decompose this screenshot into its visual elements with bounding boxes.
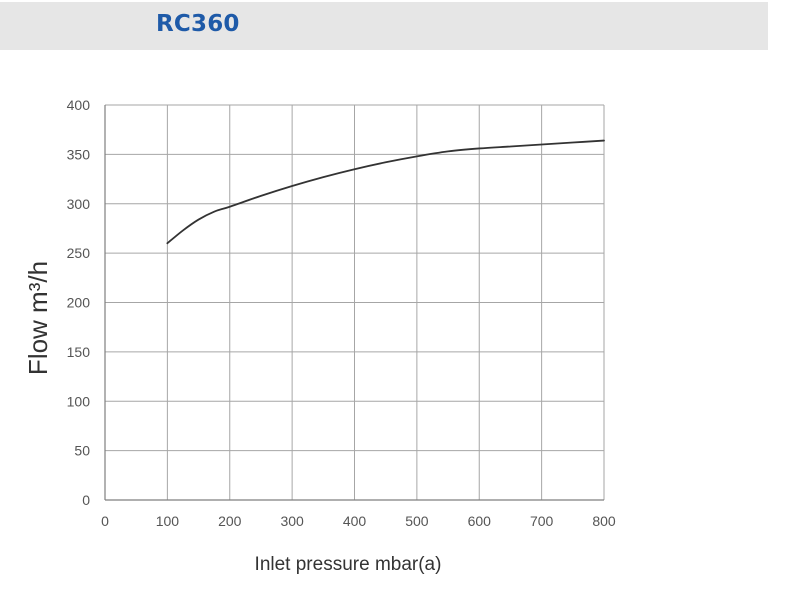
grid — [104, 104, 605, 501]
chart-title: RC360 — [156, 11, 240, 37]
header-bar: RC360 — [0, 2, 768, 50]
series-line-0 — [166, 139, 605, 245]
x-tick-label-400: 400 — [343, 513, 367, 529]
y-tick-label-300: 300 — [67, 196, 91, 212]
y-tick-label-0: 0 — [82, 492, 90, 508]
x-tick-label-500: 500 — [405, 513, 429, 529]
y-tick-label-50: 50 — [74, 443, 90, 459]
x-tick-label-200: 200 — [218, 513, 242, 529]
series — [166, 139, 605, 245]
x-axis-label: Inlet pressure mbar(a) — [255, 554, 442, 575]
y-tick-label-100: 100 — [67, 393, 91, 409]
x-tick-label-700: 700 — [530, 513, 554, 529]
axes — [104, 105, 604, 501]
tick-labels: 0 100 200 300 400 500 600 700 800 0 50 100 150 200 250… — [67, 97, 616, 529]
y-tick-label-250: 250 — [67, 245, 91, 261]
y-axis-label: Flow m³/h — [23, 261, 53, 375]
x-tick-label-300: 300 — [280, 513, 304, 529]
y-tick-label-200: 200 — [67, 295, 91, 311]
x-tick-label-100: 100 — [156, 513, 180, 529]
x-tick-label-600: 600 — [468, 513, 492, 529]
x-tick-label-0: 0 — [101, 513, 109, 529]
x-tick-label-800: 800 — [592, 513, 616, 529]
y-tick-label-400: 400 — [67, 97, 91, 113]
y-tick-label-350: 350 — [67, 146, 91, 162]
y-tick-label-150: 150 — [67, 344, 91, 360]
